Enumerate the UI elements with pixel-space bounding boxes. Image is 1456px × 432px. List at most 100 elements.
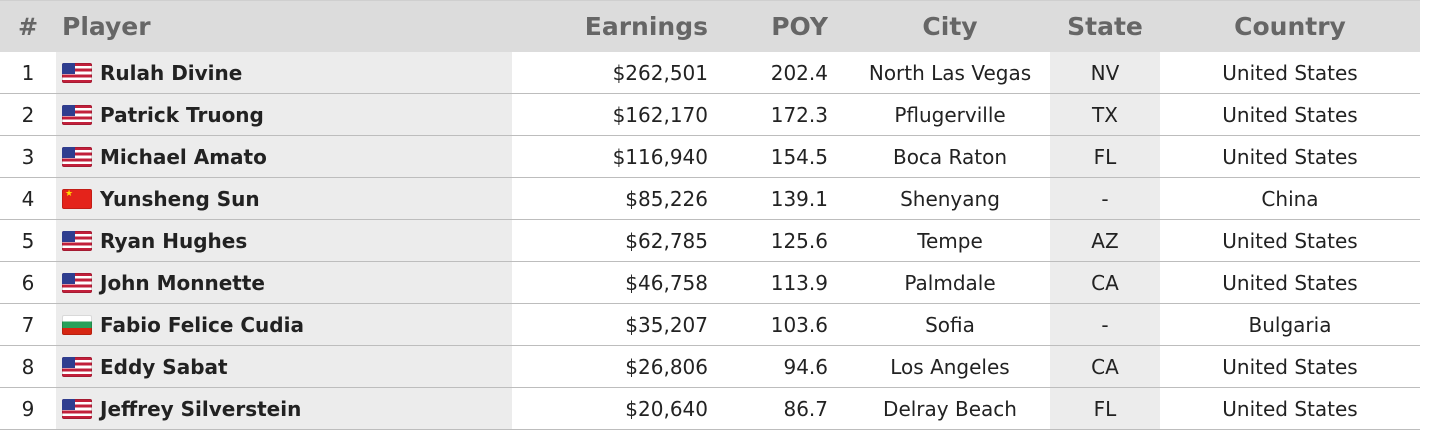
rank-cell: 7 [21, 312, 35, 337]
player-cell: Ryan Hughes [56, 220, 512, 261]
country-cell: United States [1222, 144, 1358, 169]
state-cell: AZ [1050, 220, 1160, 261]
player-name-link[interactable]: Ryan Hughes [100, 228, 248, 253]
city-cell: Palmdale [904, 270, 996, 295]
player-cell: Michael Amato [56, 136, 512, 177]
header-player[interactable]: Player [62, 12, 151, 41]
state-cell: NV [1050, 52, 1160, 93]
player-cell: Rulah Divine [56, 52, 512, 93]
rank-cell: 4 [21, 186, 35, 211]
header-rank[interactable]: # [17, 12, 39, 41]
table-body: 1 Rulah Divine $262,501 202.4 North Las Vega… [0, 52, 1420, 430]
rankings-table: # Player Earnings POY City State Country… [0, 0, 1420, 430]
bg-flag-icon [62, 314, 92, 335]
state-cell: TX [1050, 94, 1160, 135]
city-cell: Pflugerville [894, 102, 1006, 127]
earnings-cell: $162,170 [612, 102, 708, 127]
us-flag-icon [62, 398, 92, 419]
earnings-cell: $46,758 [625, 270, 708, 295]
header-state[interactable]: State [1067, 12, 1143, 41]
poy-cell: 202.4 [770, 60, 828, 85]
earnings-cell: $262,501 [612, 60, 708, 85]
earnings-cell: $116,940 [612, 144, 708, 169]
header-poy[interactable]: POY [771, 12, 828, 41]
country-cell: United States [1222, 60, 1358, 85]
city-cell: Tempe [917, 228, 983, 253]
table-row: 9 Jeffrey Silverstein $20,640 86.7 Delray Be… [0, 388, 1420, 430]
table-row: 1 Rulah Divine $262,501 202.4 North Las Vega… [0, 52, 1420, 94]
country-cell: United States [1222, 102, 1358, 127]
rank-cell: 1 [21, 60, 35, 85]
table-header: # Player Earnings POY City State Country [0, 0, 1420, 52]
player-cell: Jeffrey Silverstein [56, 388, 512, 429]
player-name-link[interactable]: Rulah Divine [100, 60, 243, 85]
rank-cell: 2 [21, 102, 35, 127]
city-cell: Delray Beach [883, 396, 1017, 421]
player-cell: Yunsheng Sun [56, 178, 512, 219]
earnings-cell: $35,207 [625, 312, 708, 337]
state-cell: FL [1050, 136, 1160, 177]
header-country[interactable]: Country [1234, 12, 1346, 41]
player-name-link[interactable]: Eddy Sabat [100, 354, 228, 379]
header-city[interactable]: City [922, 12, 978, 41]
us-flag-icon [62, 62, 92, 83]
player-cell: Eddy Sabat [56, 346, 512, 387]
rank-cell: 5 [21, 228, 35, 253]
player-cell: Fabio Felice Cudia [56, 304, 512, 345]
city-cell: Sofia [925, 312, 975, 337]
country-cell: United States [1222, 396, 1358, 421]
table-row: 3 Michael Amato $116,940 154.5 Boca Raton FL U… [0, 136, 1420, 178]
us-flag-icon [62, 230, 92, 251]
table-row: 6 John Monnette $46,758 113.9 Palmdale CA Unit… [0, 262, 1420, 304]
rank-cell: 9 [21, 396, 35, 421]
earnings-cell: $20,640 [625, 396, 708, 421]
city-cell: Los Angeles [890, 354, 1010, 379]
player-cell: Patrick Truong [56, 94, 512, 135]
country-cell: United States [1222, 270, 1358, 295]
city-cell: Shenyang [900, 186, 1000, 211]
player-name-link[interactable]: Jeffrey Silverstein [100, 396, 302, 421]
country-cell: Bulgaria [1248, 312, 1332, 337]
country-cell: United States [1222, 354, 1358, 379]
poy-cell: 125.6 [770, 228, 828, 253]
us-flag-icon [62, 356, 92, 377]
earnings-cell: $62,785 [625, 228, 708, 253]
table-row: 8 Eddy Sabat $26,806 94.6 Los Angeles CA Unite… [0, 346, 1420, 388]
rank-cell: 6 [21, 270, 35, 295]
poy-cell: 86.7 [783, 396, 828, 421]
player-name-link[interactable]: Michael Amato [100, 144, 267, 169]
poy-cell: 103.6 [770, 312, 828, 337]
state-cell: - [1050, 304, 1160, 345]
us-flag-icon [62, 104, 92, 125]
earnings-cell: $26,806 [625, 354, 708, 379]
rank-cell: 8 [21, 354, 35, 379]
player-name-link[interactable]: Fabio Felice Cudia [100, 312, 304, 337]
us-flag-icon [62, 146, 92, 167]
player-name-link[interactable]: John Monnette [100, 270, 265, 295]
poy-cell: 94.6 [783, 354, 828, 379]
poy-cell: 172.3 [770, 102, 828, 127]
table-row: 5 Ryan Hughes $62,785 125.6 Tempe AZ United St… [0, 220, 1420, 262]
table-row: 7 Fabio Felice Cudia $35,207 103.6 Sofia - Bul… [0, 304, 1420, 346]
state-cell: CA [1050, 262, 1160, 303]
country-cell: China [1261, 186, 1319, 211]
state-cell: - [1050, 178, 1160, 219]
us-flag-icon [62, 272, 92, 293]
poy-cell: 154.5 [770, 144, 828, 169]
header-earnings[interactable]: Earnings [584, 12, 708, 41]
state-cell: CA [1050, 346, 1160, 387]
country-cell: United States [1222, 228, 1358, 253]
poy-cell: 139.1 [770, 186, 828, 211]
player-name-link[interactable]: Yunsheng Sun [100, 186, 260, 211]
poy-cell: 113.9 [770, 270, 828, 295]
state-cell: FL [1050, 388, 1160, 429]
city-cell: North Las Vegas [868, 60, 1032, 85]
table-row: 2 Patrick Truong $162,170 172.3 Pflugerville… [0, 94, 1420, 136]
rank-cell: 3 [21, 144, 35, 169]
city-cell: Boca Raton [892, 144, 1008, 169]
table-row: 4 Yunsheng Sun $85,226 139.1 Shenyang - China [0, 178, 1420, 220]
earnings-cell: $85,226 [625, 186, 708, 211]
cn-flag-icon [62, 188, 92, 209]
player-cell: John Monnette [56, 262, 512, 303]
player-name-link[interactable]: Patrick Truong [100, 102, 264, 127]
